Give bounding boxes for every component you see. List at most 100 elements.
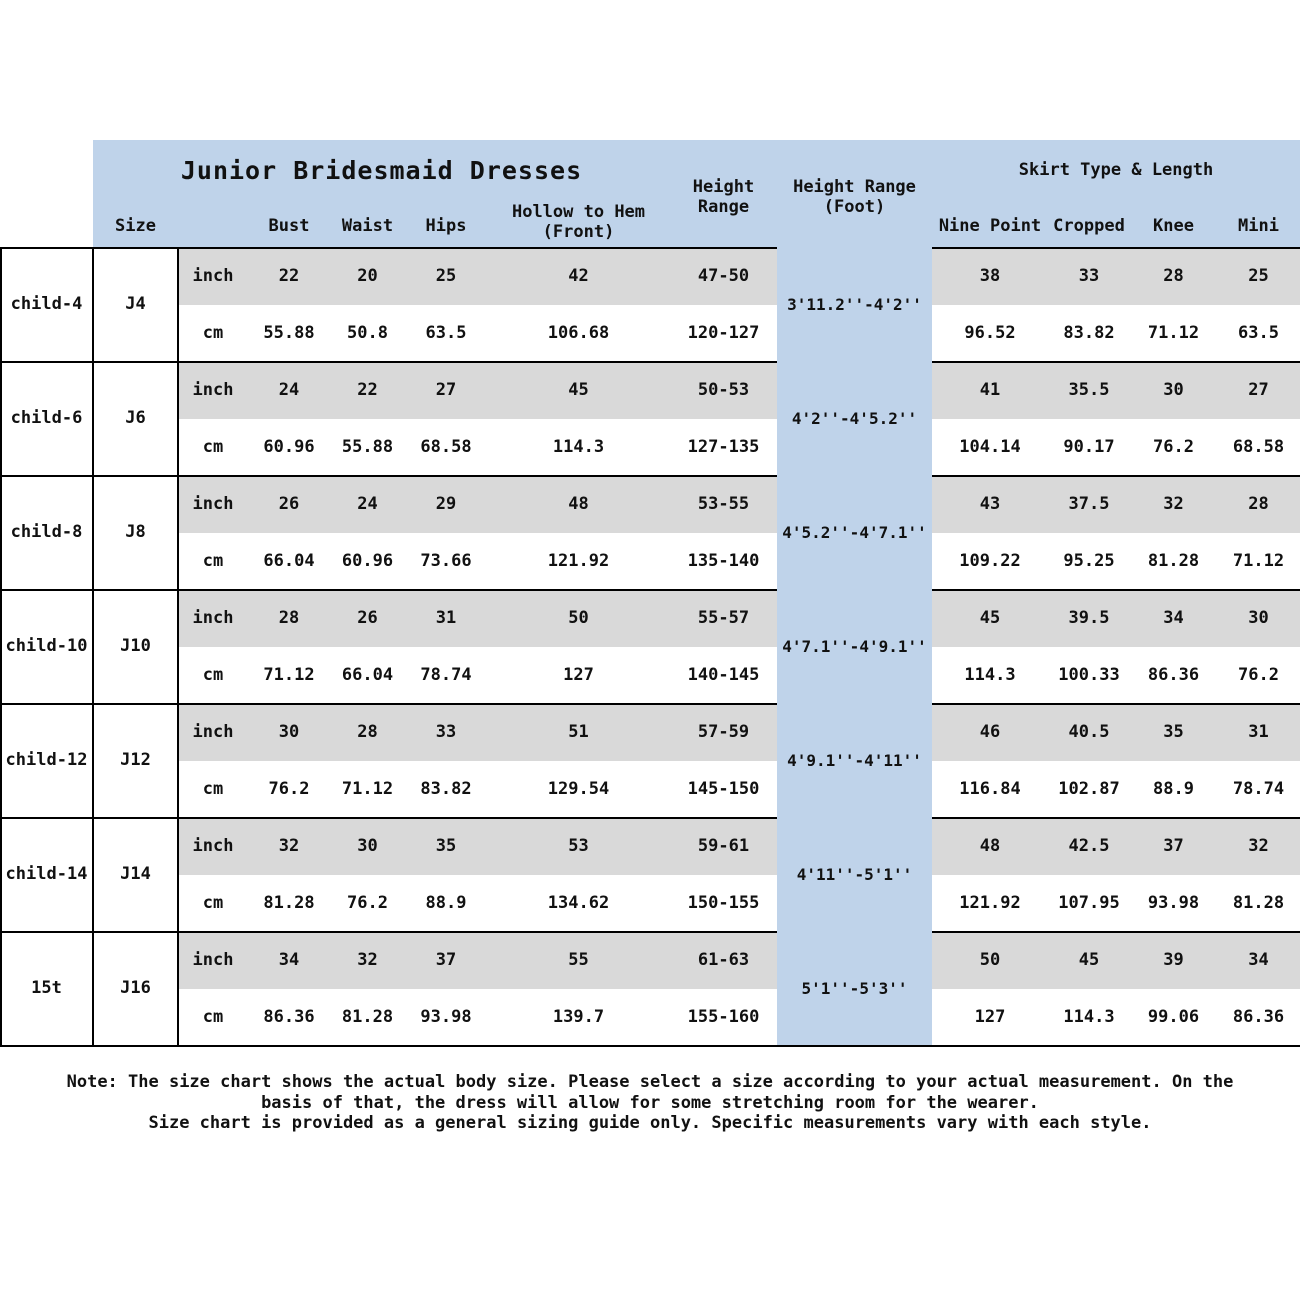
column-group-header-skirt: Skirt Type & Length xyxy=(1018,159,1214,180)
unit-label-cm: cm xyxy=(202,322,224,343)
height-foot-cell: 5'1''-5'3'' xyxy=(801,978,908,998)
unit-label-cm: cm xyxy=(202,778,224,799)
hollow_to_hem-inch-cell: 45 xyxy=(568,379,589,400)
unit-label-cm: cm xyxy=(202,436,224,457)
skirt-cm-cell: 96.52 xyxy=(964,322,1016,343)
size-code-cell: J8 xyxy=(125,522,146,543)
skirt-cm-cell: 95.25 xyxy=(1063,550,1115,571)
skirt-inch-cell: 30 xyxy=(1163,379,1184,400)
column-header-mini: Mini xyxy=(1238,215,1279,236)
height_range-inch-cell: 61-63 xyxy=(697,949,750,970)
hips-inch-cell: 31 xyxy=(435,607,457,628)
hollow_to_hem-inch-cell: 48 xyxy=(568,493,589,514)
hollow_to_hem-cm-cell: 129.54 xyxy=(547,778,610,799)
skirt-cm-cell: 90.17 xyxy=(1063,436,1115,457)
bust-cm-cell: 86.36 xyxy=(263,1006,315,1027)
waist-cm-cell: 50.8 xyxy=(347,322,388,343)
size-chart-note: Note: The size chart shows the actual bo… xyxy=(55,1072,1245,1134)
bust-inch-cell: 28 xyxy=(278,607,300,628)
child-size-cell: child-10 xyxy=(5,636,88,657)
height_range-inch-cell: 57-59 xyxy=(697,721,750,742)
skirt-cm-cell: 83.82 xyxy=(1063,322,1115,343)
column-header-height-range: Height Range xyxy=(692,176,755,217)
waist-inch-cell: 26 xyxy=(357,607,378,628)
skirt-cm-cell: 81.28 xyxy=(1147,550,1200,571)
skirt-inch-cell: 27 xyxy=(1248,379,1269,400)
height-foot-cell: 4'9.1''-4'11'' xyxy=(787,750,922,770)
waist-inch-cell: 30 xyxy=(357,835,378,856)
inch-row-stripe xyxy=(932,590,1300,647)
child-size-cell: child-6 xyxy=(10,408,83,429)
waist-inch-cell: 20 xyxy=(357,265,378,286)
height_range-cm-cell: 150-155 xyxy=(687,892,760,913)
unit-label-cm: cm xyxy=(202,892,224,913)
inch-row-stripe xyxy=(178,704,777,761)
inch-row-stripe xyxy=(178,932,777,989)
column-header-waist: Waist xyxy=(341,215,394,236)
height_range-inch-cell: 59-61 xyxy=(697,835,750,856)
hollow_to_hem-inch-cell: 51 xyxy=(568,721,589,742)
column-header-knee: Knee xyxy=(1153,215,1194,236)
skirt-cm-cell: 104.14 xyxy=(959,436,1021,457)
table-border-line xyxy=(932,931,1300,933)
bust-cm-cell: 76.2 xyxy=(268,778,310,799)
height_range-inch-cell: 47-50 xyxy=(697,265,750,286)
skirt-inch-cell: 37.5 xyxy=(1068,493,1110,514)
size-code-cell: J10 xyxy=(120,636,151,657)
skirt-cm-cell: 109.22 xyxy=(959,550,1021,571)
skirt-inch-cell: 34 xyxy=(1163,607,1184,628)
skirt-cm-cell: 114.3 xyxy=(1063,1006,1115,1027)
size-code-cell: J14 xyxy=(120,864,151,885)
note-line-2: Size chart is provided as a general sizi… xyxy=(148,1113,1152,1134)
hollow_to_hem-inch-cell: 53 xyxy=(568,835,589,856)
hips-cm-cell: 83.82 xyxy=(420,778,472,799)
table-border-line xyxy=(0,703,777,705)
skirt-inch-cell: 42.5 xyxy=(1068,835,1110,856)
skirt-inch-cell: 40.5 xyxy=(1068,721,1110,742)
hips-inch-cell: 25 xyxy=(435,265,457,286)
hips-cm-cell: 63.5 xyxy=(425,322,467,343)
bust-cm-cell: 81.28 xyxy=(263,892,315,913)
size-code-cell: J12 xyxy=(120,750,151,771)
height_range-cm-cell: 155-160 xyxy=(687,1006,760,1027)
skirt-cm-cell: 76.2 xyxy=(1153,436,1194,457)
inch-row-stripe xyxy=(178,362,777,419)
unit-label-inch: inch xyxy=(192,835,234,856)
table-title: Junior Bridesmaid Dresses xyxy=(180,156,583,186)
table-border-line xyxy=(932,589,1300,591)
hollow_to_hem-inch-cell: 55 xyxy=(568,949,589,970)
hips-inch-cell: 37 xyxy=(435,949,457,970)
bust-inch-cell: 24 xyxy=(278,379,300,400)
skirt-cm-cell: 76.2 xyxy=(1238,664,1279,685)
waist-inch-cell: 28 xyxy=(357,721,378,742)
skirt-inch-cell: 48 xyxy=(979,835,1001,856)
hollow_to_hem-cm-cell: 127 xyxy=(563,664,594,685)
bust-inch-cell: 34 xyxy=(278,949,300,970)
column-header-size: Size xyxy=(115,215,156,236)
inch-row-stripe xyxy=(178,248,777,305)
waist-cm-cell: 71.12 xyxy=(341,778,394,799)
skirt-cm-cell: 81.28 xyxy=(1232,892,1285,913)
table-border-line xyxy=(932,817,1300,819)
table-border-line xyxy=(92,247,94,1047)
skirt-cm-cell: 86.36 xyxy=(1232,1006,1285,1027)
skirt-inch-cell: 35.5 xyxy=(1068,379,1110,400)
unit-label-inch: inch xyxy=(192,265,234,286)
height-foot-cell: 4'5.2''-4'7.1'' xyxy=(782,522,927,542)
table-border-line xyxy=(0,1045,1300,1047)
waist-inch-cell: 22 xyxy=(357,379,378,400)
waist-cm-cell: 81.28 xyxy=(341,1006,394,1027)
child-size-cell: child-8 xyxy=(10,522,83,543)
column-header-hollow-to-hem: Hollow to Hem (Front) xyxy=(511,201,646,242)
table-border-line xyxy=(0,247,777,249)
waist-inch-cell: 32 xyxy=(357,949,378,970)
inch-row-stripe xyxy=(932,704,1300,761)
child-size-cell: child-14 xyxy=(5,864,88,885)
hollow_to_hem-cm-cell: 134.62 xyxy=(547,892,610,913)
column-header-height-range-foot: Height Range (Foot) xyxy=(793,176,916,217)
inch-row-stripe xyxy=(178,476,777,533)
skirt-inch-cell: 39.5 xyxy=(1068,607,1110,628)
skirt-inch-cell: 31 xyxy=(1248,721,1269,742)
inch-row-stripe xyxy=(178,818,777,875)
hips-inch-cell: 29 xyxy=(435,493,457,514)
